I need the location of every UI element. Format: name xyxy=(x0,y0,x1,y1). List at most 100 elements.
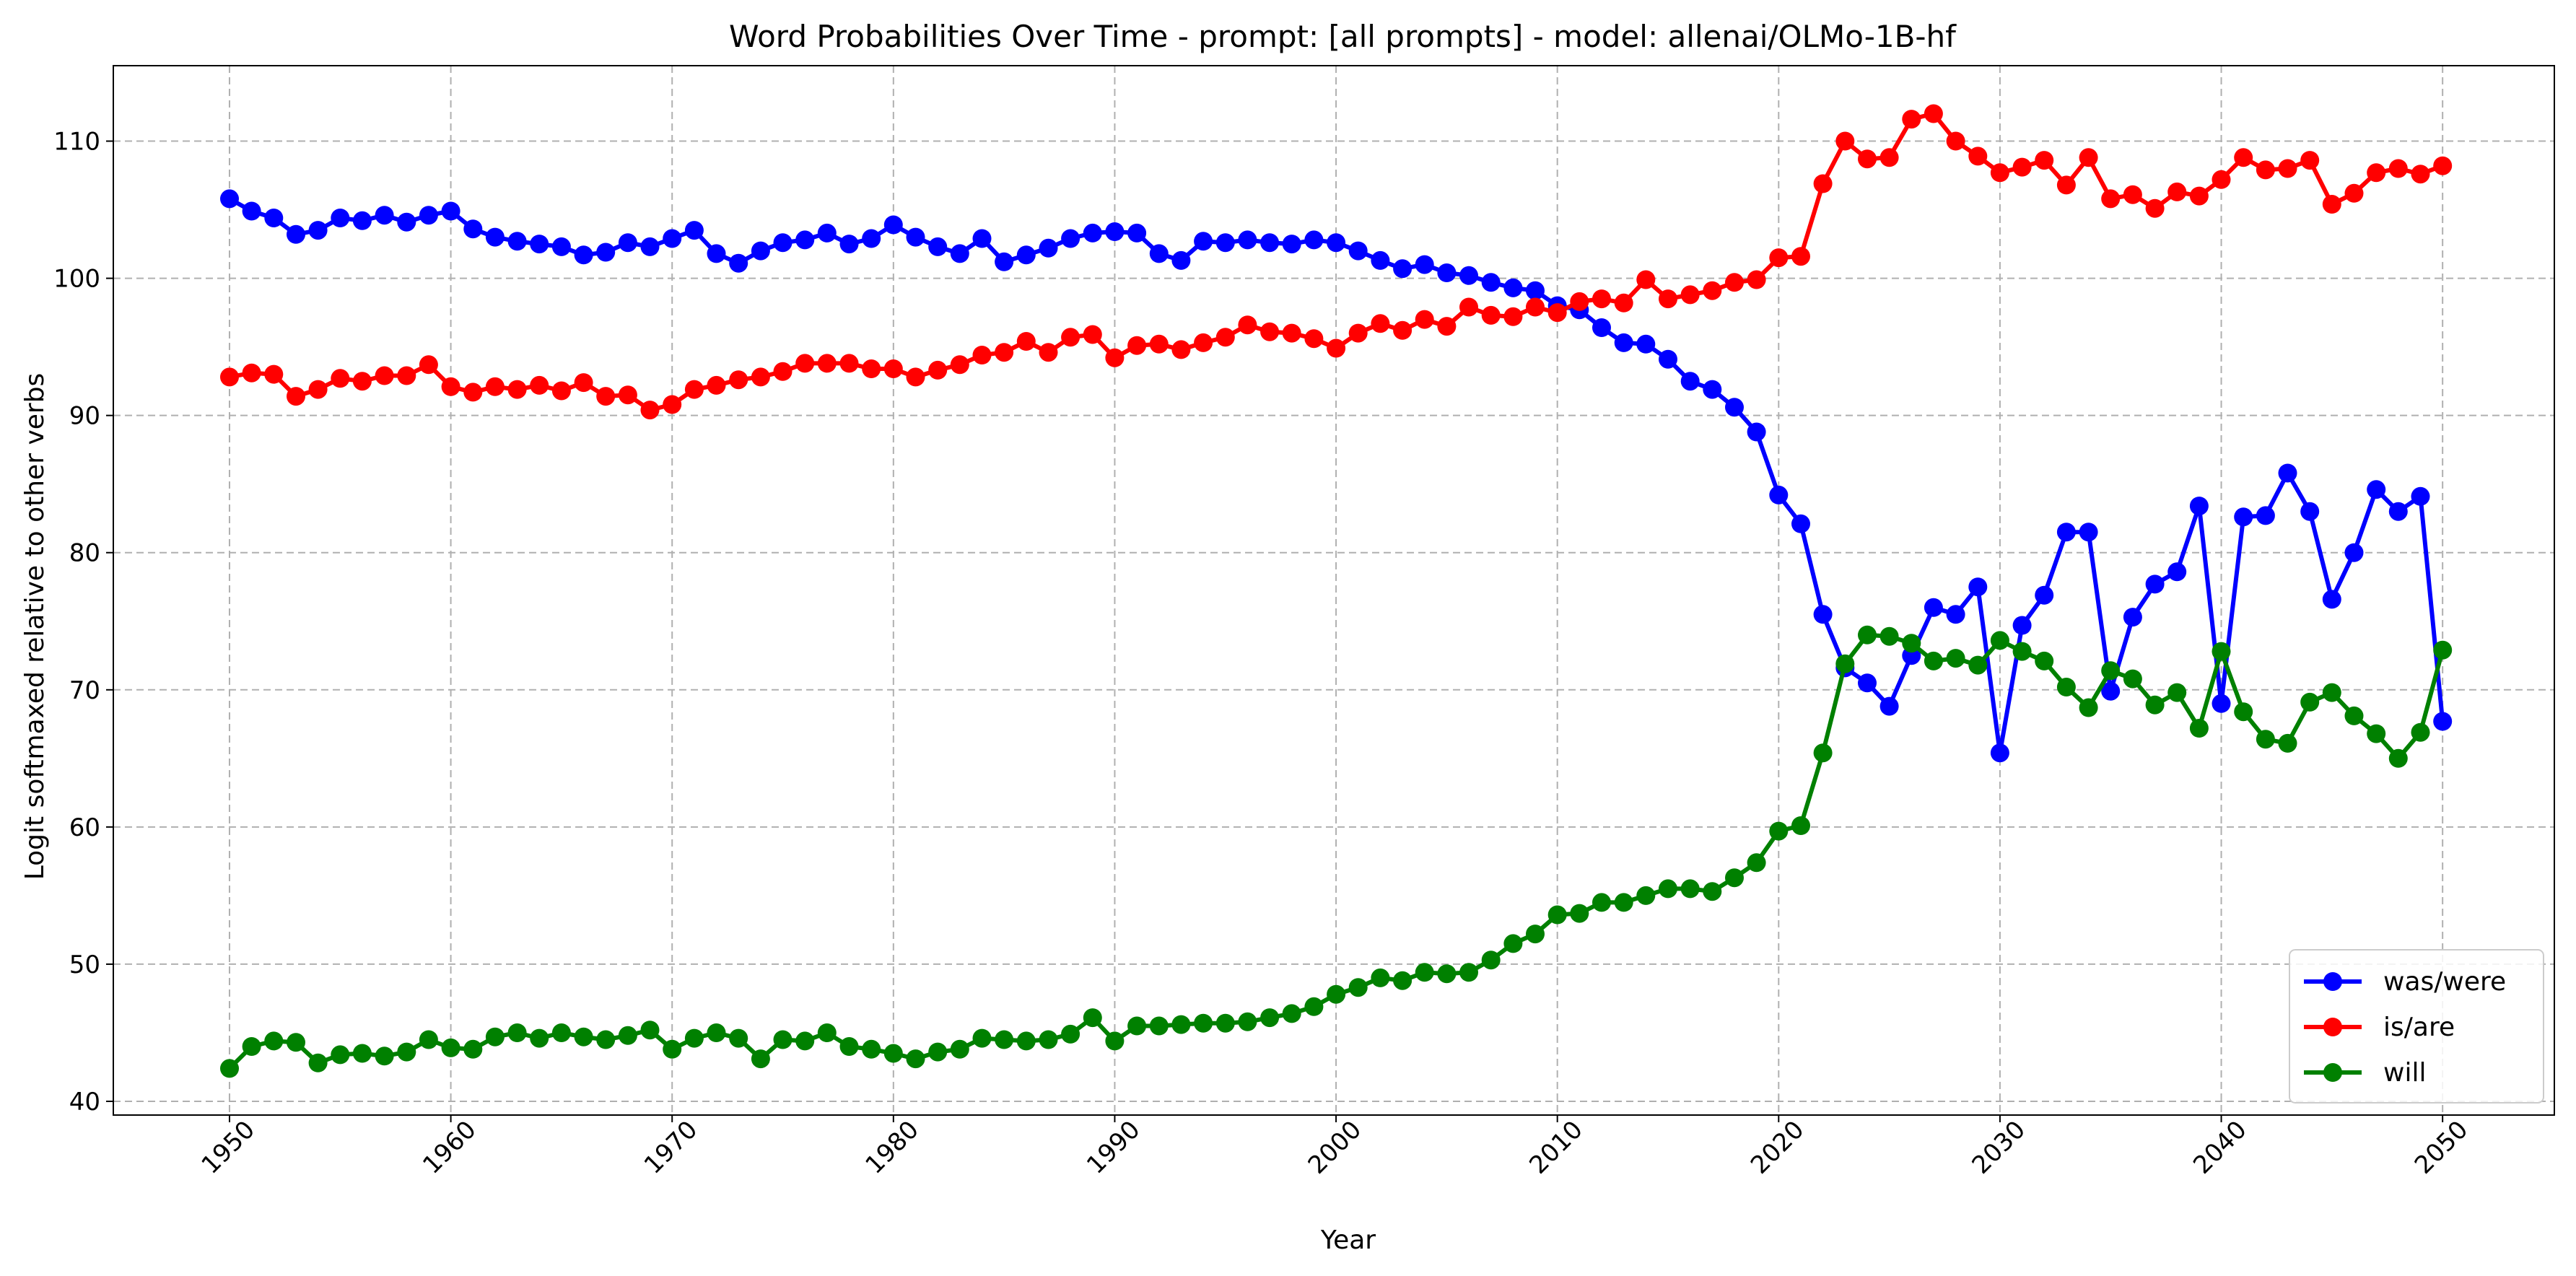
data-point xyxy=(773,1030,793,1049)
data-point xyxy=(2145,574,2165,594)
data-point xyxy=(2079,148,2098,167)
data-point xyxy=(2234,507,2253,527)
data-point xyxy=(2012,616,2032,635)
data-point xyxy=(1481,951,1501,970)
data-point xyxy=(1503,307,1523,326)
data-point xyxy=(928,360,948,380)
data-point xyxy=(1459,297,1478,317)
data-point xyxy=(1171,1015,1191,1034)
series-will xyxy=(220,625,2453,1078)
data-point xyxy=(1149,334,1169,354)
data-point xyxy=(331,369,350,388)
data-point xyxy=(1348,241,1368,261)
data-point xyxy=(906,1049,925,1069)
y-tick-label: 60 xyxy=(69,813,100,842)
data-point xyxy=(220,189,239,209)
data-point xyxy=(1769,821,1789,841)
data-point xyxy=(1127,1016,1147,1036)
data-point xyxy=(2344,543,2364,562)
data-point xyxy=(1260,233,1280,253)
data-point xyxy=(1968,147,1988,166)
data-point xyxy=(817,1023,837,1042)
data-point xyxy=(2344,183,2364,203)
data-point xyxy=(1659,349,1677,369)
data-point xyxy=(2056,678,2076,696)
data-point xyxy=(1105,222,1125,241)
data-point xyxy=(972,1028,992,1048)
data-point xyxy=(1924,651,1943,670)
data-point xyxy=(2123,669,2142,689)
data-point xyxy=(1327,233,1346,253)
data-point xyxy=(1437,317,1457,336)
data-point xyxy=(441,377,460,396)
data-point xyxy=(1614,893,1633,912)
data-point xyxy=(1547,905,1567,925)
data-point xyxy=(530,1028,549,1048)
data-point xyxy=(1592,893,1611,912)
data-point xyxy=(2367,480,2386,499)
data-point xyxy=(707,375,726,395)
data-point xyxy=(596,387,616,406)
data-point xyxy=(2234,148,2253,167)
data-point xyxy=(2101,661,2121,681)
data-point xyxy=(507,232,527,251)
data-point xyxy=(1614,333,1633,352)
data-point xyxy=(1636,886,1656,905)
x-tick-label: 1960 xyxy=(417,1115,481,1179)
data-point xyxy=(1149,244,1169,263)
data-point xyxy=(883,1044,903,1063)
data-point xyxy=(1127,223,1147,242)
data-point xyxy=(352,372,372,391)
data-point xyxy=(1747,422,1766,442)
data-point xyxy=(2035,651,2054,670)
data-point xyxy=(1481,273,1501,292)
data-point xyxy=(1835,654,1855,673)
data-point xyxy=(1990,631,2009,650)
data-point xyxy=(1459,266,1478,285)
data-point xyxy=(1946,131,1965,151)
data-point xyxy=(220,1059,239,1078)
data-point xyxy=(2123,185,2142,204)
data-point xyxy=(1171,250,1191,270)
data-point xyxy=(397,212,416,232)
data-point xyxy=(1725,398,1744,417)
data-point xyxy=(1614,293,1633,313)
data-point xyxy=(375,206,394,225)
data-point xyxy=(618,233,637,253)
data-point xyxy=(1127,336,1147,355)
data-point xyxy=(1946,649,1965,668)
data-point xyxy=(574,1027,593,1046)
data-point xyxy=(1879,696,1899,716)
data-point xyxy=(2367,724,2386,743)
data-point xyxy=(2411,486,2430,506)
y-tick-label: 80 xyxy=(69,539,100,568)
legend-item: will xyxy=(2304,1058,2426,1088)
data-point xyxy=(1791,816,1810,835)
data-point xyxy=(1061,1024,1080,1044)
data-point xyxy=(1238,230,1257,250)
data-point xyxy=(1327,338,1346,358)
data-point xyxy=(1194,1013,1213,1033)
data-point xyxy=(1083,1008,1102,1028)
data-point xyxy=(2212,642,2231,661)
data-point xyxy=(507,380,527,399)
data-point xyxy=(2433,712,2453,731)
data-point xyxy=(308,380,328,399)
data-point xyxy=(995,1030,1014,1049)
legend-label: is/are xyxy=(2383,1013,2455,1042)
data-point xyxy=(574,373,593,393)
y-tick-label: 50 xyxy=(69,951,100,979)
data-point xyxy=(1769,248,1789,268)
data-point xyxy=(308,1053,328,1072)
data-point xyxy=(1171,340,1191,359)
data-point xyxy=(2278,463,2297,483)
data-point xyxy=(2388,159,2408,178)
data-point xyxy=(684,380,704,399)
data-point xyxy=(817,223,837,242)
data-point xyxy=(1879,626,1899,646)
data-point xyxy=(950,355,969,375)
data-point xyxy=(2234,702,2253,722)
data-point xyxy=(1016,332,1036,351)
data-point xyxy=(2056,523,2076,542)
data-point xyxy=(2367,163,2386,183)
